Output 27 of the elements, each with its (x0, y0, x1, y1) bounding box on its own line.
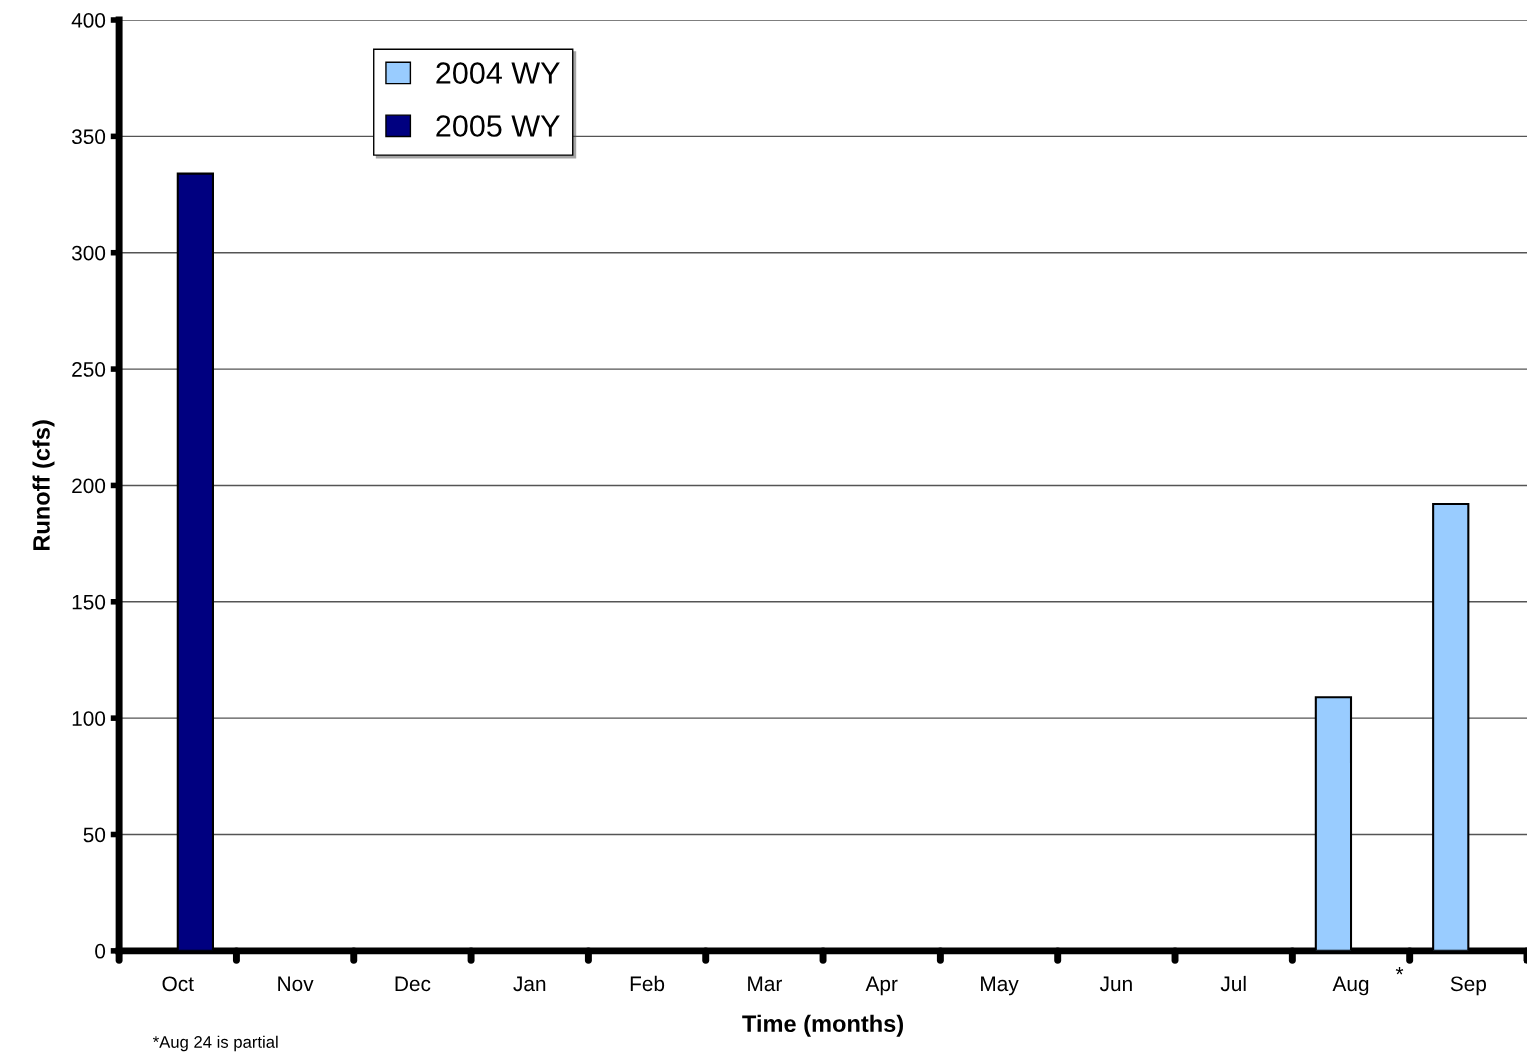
y-tick-label: 350 (71, 129, 106, 145)
y-tick-label: 250 (72, 362, 106, 377)
x-tick-label: Apr (865, 976, 898, 996)
x-tick-label: Feb (630, 975, 665, 992)
x-tick-label: May (981, 976, 1019, 996)
y-tick-label: 50 (83, 827, 106, 843)
x-tick-label: Mar (748, 976, 782, 992)
legend-label: 2004 WY (436, 62, 560, 84)
x-tick-label: Sep (1450, 976, 1486, 996)
x-tick-label: Jul (1220, 975, 1246, 992)
y-tick-label: 100 (72, 711, 106, 726)
x-tick-label: Nov (278, 976, 314, 992)
x-tick-label: Aug (1332, 976, 1369, 996)
y-tick-label: 200 (72, 478, 106, 494)
y-axis-title: Runoff (cfs) (32, 420, 55, 551)
text: *Aug 24 is partial (152, 1035, 278, 1052)
x-axis-title: Time (months) (742, 1014, 903, 1037)
y-tick-label: 400 (71, 13, 106, 28)
x-tick-label: Oct (162, 976, 194, 992)
x-tick-label: Jun (1099, 976, 1132, 992)
x-tick-label: Dec (395, 976, 431, 992)
x-tick-label: Jan (513, 976, 546, 992)
y-tick-label: 150 (72, 594, 106, 610)
y-tick-label: 300 (71, 245, 106, 261)
y-tick-label: 0 (95, 943, 106, 959)
annotation: * (1395, 967, 1404, 975)
legend-label: 2005 WY (436, 115, 560, 137)
